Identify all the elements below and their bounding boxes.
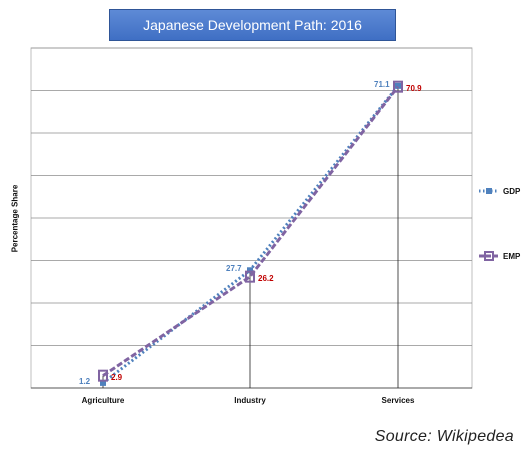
gdp-point (247, 267, 253, 274)
emp-value-label: 70.9 (406, 83, 422, 93)
legend-emp: EMP (478, 250, 520, 262)
emp-value-label: 2.9 (111, 372, 123, 382)
chart-title: Japanese Development Path: 2016 (109, 9, 396, 41)
legend-gdp-swatch (479, 188, 499, 194)
x-tick-agriculture: Agriculture (81, 396, 125, 405)
series-group (98, 80, 403, 386)
source-note: Source: Wikipedea (374, 428, 514, 445)
legend-emp-swatch (479, 251, 499, 261)
emp-value-label: 26.2 (258, 273, 274, 283)
emp-point (245, 270, 255, 283)
gdp-point (100, 379, 106, 386)
legend-gdp: GDP (478, 186, 520, 196)
gdp-value-label: 71.1 (374, 79, 390, 89)
legend-gdp-label: GDP (503, 186, 521, 196)
gdp-point (395, 82, 401, 89)
emp-point (98, 369, 108, 382)
gdp-value-label: 27.7 (226, 264, 242, 274)
x-tick-services: Services (381, 396, 415, 405)
x-tick-industry: Industry (234, 396, 266, 405)
y-axis-label: Percentage Share (10, 184, 20, 253)
gridlines (31, 47, 472, 389)
legend-emp-label: EMP (503, 251, 521, 261)
emp-point (393, 80, 403, 93)
gdp-value-label: 1.2 (79, 376, 91, 386)
